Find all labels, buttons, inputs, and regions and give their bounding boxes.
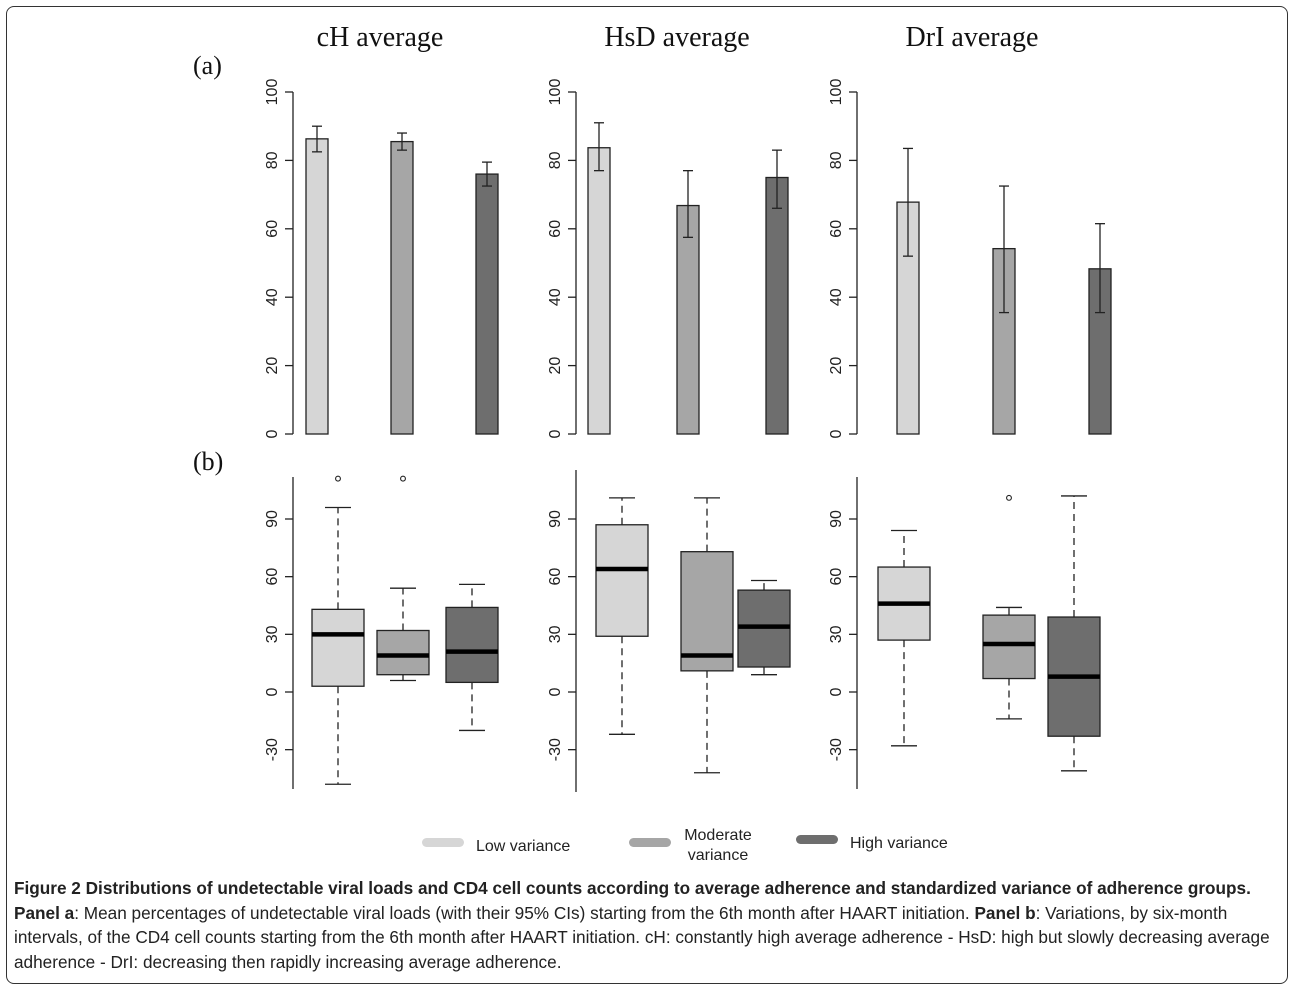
bar-low (587, 147, 611, 435)
legend-label-moderate-line1: Moderate (684, 827, 752, 844)
outlier-moderate (1006, 494, 1012, 501)
bar-chart-1: cH average 0 20 40 60 80 100 (264, 22, 499, 438)
outlier-moderate (400, 475, 406, 482)
legend-swatch-high (796, 835, 838, 844)
y-tick-label: 0 (547, 687, 564, 696)
y-tick-label: -30 (828, 738, 845, 761)
y-tick-label: 80 (547, 151, 564, 169)
caption-panel-a-text: : Mean percentages of undetectable viral… (74, 902, 970, 923)
y-tick-label: 40 (264, 288, 281, 306)
chart-title: HsD average (604, 22, 749, 53)
y-tick-label: 60 (547, 220, 564, 238)
y-tick-label: 60 (828, 568, 845, 586)
bar-high (475, 173, 499, 435)
legend-swatch-low (422, 838, 464, 847)
box-high (445, 606, 499, 684)
box-moderate (680, 551, 734, 672)
legend: Low variance Moderate variance High vari… (422, 827, 948, 864)
y-tick-label: 30 (264, 625, 281, 643)
y-tick-label: 100 (828, 79, 845, 106)
y-tick-label: 90 (547, 510, 564, 528)
y-tick-label: 60 (264, 220, 281, 238)
panel-b-label: (b) (193, 447, 223, 476)
bar-moderate (390, 140, 414, 435)
figure-frame (6, 6, 1288, 984)
caption-panel-b-label: Panel b (974, 902, 1036, 923)
panel-labels: (a) (b) (193, 51, 223, 476)
y-tick-label: 20 (264, 357, 281, 375)
bar-moderate (676, 204, 700, 435)
y-tick-label: 0 (264, 429, 281, 438)
y-tick-label: 0 (264, 687, 281, 696)
y-tick-label: 60 (828, 220, 845, 238)
figure-caption: Figure 2 Distributions of undetectable v… (14, 876, 1276, 974)
y-tick-label: 40 (547, 288, 564, 306)
panel-a-label: (a) (193, 51, 222, 80)
box-chart-3: -30 0 30 60 90 (828, 477, 1101, 789)
caption-panel-a-label: Panel a (14, 902, 75, 923)
box-low (311, 608, 365, 687)
box-chart-1: -30 0 30 60 90 (264, 475, 499, 789)
y-tick-label: 0 (828, 429, 845, 438)
legend-label-high: High variance (850, 835, 948, 852)
outlier-low (335, 475, 341, 482)
caption-panel-b-text: : Variations, by six-month intervals, of… (14, 902, 1270, 972)
y-tick-label: 20 (547, 357, 564, 375)
y-tick-label: 80 (264, 151, 281, 169)
bar-high (765, 176, 789, 435)
y-tick-label: 30 (828, 625, 845, 643)
y-tick-label: 90 (828, 510, 845, 528)
bar-low (305, 138, 329, 435)
y-tick-label: -30 (264, 738, 281, 761)
y-tick-label: 0 (828, 687, 845, 696)
box-moderate (982, 614, 1036, 680)
box-low (595, 524, 649, 637)
y-tick-label: 20 (828, 357, 845, 375)
y-tick-label: 90 (264, 510, 281, 528)
y-tick-label: 40 (828, 288, 845, 306)
y-tick-label: 80 (828, 151, 845, 169)
box-moderate (376, 629, 430, 676)
legend-label-moderate-line2: variance (688, 847, 749, 864)
y-tick-label: 100 (264, 79, 281, 106)
charts-group: cH average 0 20 40 60 80 100 HsD average 0 20 40 60… (264, 22, 1112, 792)
box-chart-2: -30 0 30 60 90 (547, 470, 791, 792)
legend-swatch-moderate (629, 838, 671, 847)
y-tick-label: 60 (547, 568, 564, 586)
y-tick-label: 60 (264, 568, 281, 586)
y-tick-label: -30 (547, 738, 564, 761)
y-tick-label: 0 (547, 429, 564, 438)
legend-label-low: Low variance (476, 838, 570, 855)
y-tick-label: 100 (547, 79, 564, 106)
chart-title: cH average (317, 22, 444, 53)
y-tick-label: 30 (547, 625, 564, 643)
chart-title: DrI average (906, 22, 1039, 53)
caption-title: Figure 2 Distributions of undetectable v… (14, 878, 1251, 898)
bar-chart-2: HsD average 0 20 40 60 80 100 (547, 22, 789, 438)
bar-chart-3: DrI average 0 20 40 60 80 100 (828, 22, 1112, 438)
